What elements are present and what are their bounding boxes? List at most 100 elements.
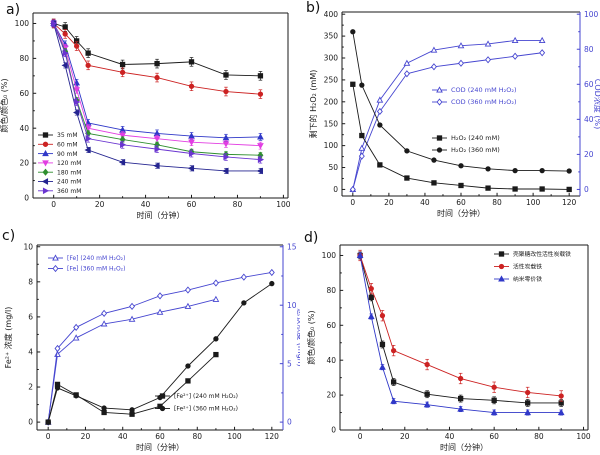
svg-text:350: 350 xyxy=(324,32,339,41)
svg-text:35 mM: 35 mM xyxy=(57,132,78,139)
svg-text:40: 40 xyxy=(326,356,336,365)
svg-text:时间（分钟）: 时间（分钟） xyxy=(437,208,485,218)
svg-text:10: 10 xyxy=(23,242,33,251)
svg-text:60: 60 xyxy=(187,200,197,209)
svg-text:180 mM: 180 mM xyxy=(57,169,81,176)
svg-text:0: 0 xyxy=(358,432,363,441)
svg-text:纳米零价铁: 纳米零价铁 xyxy=(513,275,542,283)
svg-text:0: 0 xyxy=(333,185,338,194)
svg-text:0: 0 xyxy=(584,185,589,194)
svg-text:240 mM: 240 mM xyxy=(57,179,81,186)
svg-text:8: 8 xyxy=(28,277,33,286)
svg-text:COD (240 mM H₂O₂): COD (240 mM H₂O₂) xyxy=(451,86,517,94)
svg-text:150: 150 xyxy=(324,119,339,128)
svg-text:60: 60 xyxy=(489,432,499,441)
svg-text:时间（分钟）: 时间（分钟） xyxy=(440,442,488,452)
panel-d-letter: d) xyxy=(304,230,319,246)
svg-text:120: 120 xyxy=(562,198,577,207)
svg-text:[Fe²⁺] (360 mM H₂O₂): [Fe²⁺] (360 mM H₂O₂) xyxy=(174,406,238,413)
svg-text:20: 20 xyxy=(19,159,29,168)
panel-b: b) 0 20 40 60 80 100 120 0 50 100 150 200 250 300 350 4… xyxy=(300,0,600,227)
panel-b-letter: b) xyxy=(306,0,321,16)
panel-a-letter: a) xyxy=(6,2,21,18)
svg-text:40: 40 xyxy=(420,198,430,207)
svg-text:4: 4 xyxy=(28,348,33,357)
svg-text:100: 100 xyxy=(576,432,591,441)
svg-text:20: 20 xyxy=(400,432,410,441)
svg-text:[Fe²⁺] (240 mM H₂O₂): [Fe²⁺] (240 mM H₂O₂) xyxy=(174,393,238,400)
svg-text:壳聚糖改性活性炭载铁: 壳聚糖改性活性炭载铁 xyxy=(513,250,571,258)
svg-text:60: 60 xyxy=(584,80,594,89)
svg-text:活性炭载铁: 活性炭载铁 xyxy=(513,263,542,271)
svg-text:80: 80 xyxy=(492,198,502,207)
svg-text:5: 5 xyxy=(287,359,292,368)
svg-text:120: 120 xyxy=(265,432,280,441)
svg-text:Fe²⁺ 浓度 (mg/l): Fe²⁺ 浓度 (mg/l) xyxy=(3,307,13,369)
svg-text:COD (360 mM H₂O₂): COD (360 mM H₂O₂) xyxy=(451,98,517,106)
svg-text:20: 20 xyxy=(584,150,594,159)
chart-a-decolorization-vs-time: 0 20 40 60 80 100 0 20 40 60 80 100 35 mM 60 mM 90 mM 1… xyxy=(0,12,291,220)
svg-text:颜色/颜色₀ (%): 颜色/颜色₀ (%) xyxy=(0,78,9,132)
svg-text:100: 100 xyxy=(584,10,599,19)
svg-text:80: 80 xyxy=(192,432,202,441)
svg-text:40: 40 xyxy=(118,432,128,441)
svg-text:0: 0 xyxy=(287,418,292,427)
svg-text:20: 20 xyxy=(326,391,336,400)
svg-text:颜色/颜色₀ (%): 颜色/颜色₀ (%) xyxy=(306,310,316,364)
chart-b-h2o2-cod-vs-time: 0 20 40 60 80 100 120 0 50 100 150 200 250 300 350 400 0… xyxy=(308,10,600,218)
svg-text:200: 200 xyxy=(324,97,339,106)
svg-text:H₂O₂ (360 mM): H₂O₂ (360 mM) xyxy=(451,146,500,154)
svg-text:100: 100 xyxy=(324,141,339,150)
svg-text:6: 6 xyxy=(28,312,33,321)
svg-text:100: 100 xyxy=(15,19,30,28)
svg-text:120 mM: 120 mM xyxy=(57,160,81,167)
svg-text:40: 40 xyxy=(19,124,29,133)
panel-a: a) 0 20 40 60 80 100 0 20 40 60 80 100 35 mM 60 mM 90 … xyxy=(0,0,300,227)
svg-text:2: 2 xyxy=(28,383,33,392)
svg-text:40: 40 xyxy=(445,432,455,441)
svg-text:0: 0 xyxy=(46,432,51,441)
svg-text:0: 0 xyxy=(51,200,56,209)
svg-text:0: 0 xyxy=(350,198,355,207)
svg-text:[Fe] (360 mM H₂O₂): [Fe] (360 mM H₂O₂) xyxy=(67,266,125,273)
svg-text:60: 60 xyxy=(155,432,165,441)
svg-text:100: 100 xyxy=(227,432,242,441)
svg-text:90 mM: 90 mM xyxy=(57,151,78,158)
panel-d: d) 0 20 40 60 80 100 0 20 40 60 80 100 壳聚糖改性活性炭载铁 活性炭… xyxy=(300,228,600,455)
svg-text:总铁浓度 (mg/l): 总铁浓度 (mg/l) xyxy=(296,308,300,367)
svg-text:60 mM: 60 mM xyxy=(57,142,78,149)
svg-text:[Fe] (240 mM H₂O₂): [Fe] (240 mM H₂O₂) xyxy=(67,255,125,262)
svg-text:0: 0 xyxy=(28,418,33,427)
svg-text:10: 10 xyxy=(287,301,297,310)
svg-text:40: 40 xyxy=(584,115,594,124)
chart-d-catalyst-comparison-vs-time: 0 20 40 60 80 100 0 20 40 60 80 100 壳聚糖改性活性炭载铁活性炭载铁纳… xyxy=(306,244,591,452)
svg-text:时间（分钟）: 时间（分钟） xyxy=(137,210,185,220)
svg-text:360 mM: 360 mM xyxy=(57,188,81,195)
svg-text:80: 80 xyxy=(19,54,29,63)
svg-text:20: 20 xyxy=(81,432,91,441)
svg-text:80: 80 xyxy=(326,286,336,295)
svg-text:15: 15 xyxy=(287,242,297,251)
panel-c: c) 0 20 40 60 80 100 120 0 2 4 6 8 10 0 5 10 15 [Fe] (240… xyxy=(0,228,300,455)
svg-text:80: 80 xyxy=(584,45,594,54)
svg-text:80: 80 xyxy=(233,200,243,209)
svg-text:40: 40 xyxy=(141,200,151,209)
svg-text:300: 300 xyxy=(324,54,339,63)
svg-text:20: 20 xyxy=(384,198,394,207)
svg-text:20: 20 xyxy=(95,200,105,209)
svg-text:100: 100 xyxy=(322,251,337,260)
svg-text:60: 60 xyxy=(19,89,29,98)
svg-text:60: 60 xyxy=(456,198,466,207)
svg-text:100: 100 xyxy=(526,198,541,207)
svg-text:400: 400 xyxy=(324,10,339,19)
svg-text:0: 0 xyxy=(24,194,29,203)
svg-text:0: 0 xyxy=(331,426,336,435)
svg-text:H₂O₂ (240 mM): H₂O₂ (240 mM) xyxy=(451,134,500,142)
svg-text:100: 100 xyxy=(276,200,291,209)
panel-c-letter: c) xyxy=(2,228,16,244)
svg-text:50: 50 xyxy=(328,163,338,172)
svg-text:时间（分钟）: 时间（分钟） xyxy=(136,442,184,452)
svg-text:250: 250 xyxy=(324,76,339,85)
